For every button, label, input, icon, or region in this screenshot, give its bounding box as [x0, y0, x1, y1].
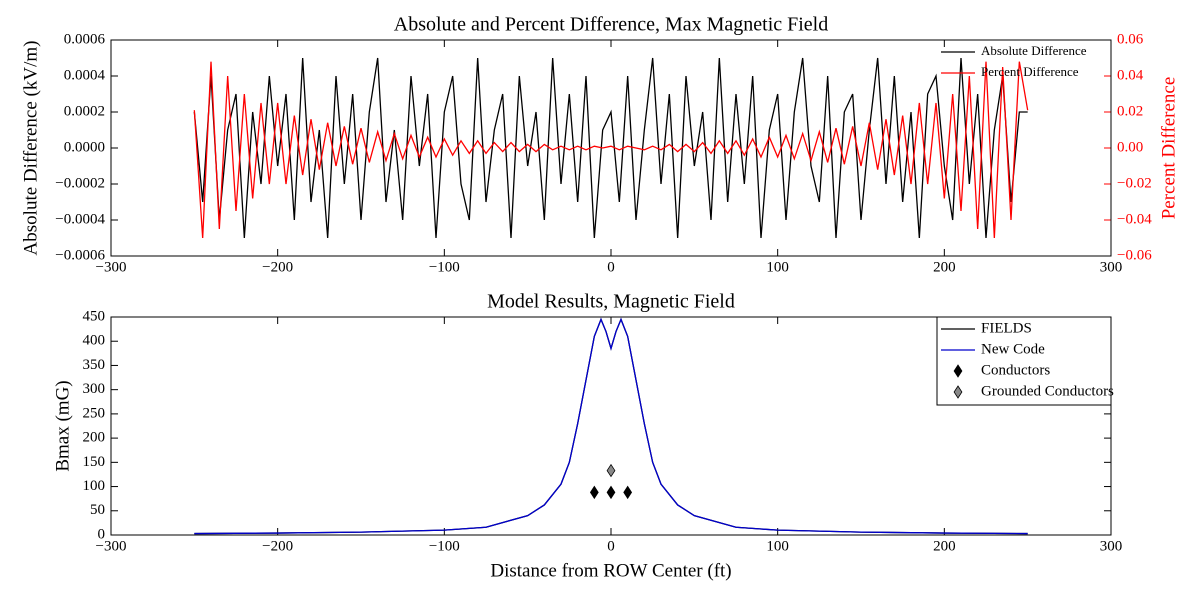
- x-tick-label: −200: [262, 538, 293, 554]
- y-tick-label: 400: [83, 333, 106, 349]
- y-tick-label: 250: [83, 405, 106, 421]
- x-tick-label: 0: [607, 259, 615, 275]
- y2-tick-label: 0.00: [1117, 139, 1143, 155]
- y-tick-label: 350: [83, 357, 106, 373]
- x-tick-label: 300: [1100, 538, 1123, 554]
- legend-label: Absolute Difference: [981, 43, 1087, 58]
- y-tick-label: 200: [83, 430, 106, 446]
- x-tick-label: 100: [766, 259, 789, 275]
- legend-label: Conductors: [981, 362, 1050, 378]
- y-tick-label: 0: [98, 526, 106, 542]
- legend-marker: [953, 364, 963, 378]
- x-tick-label: 200: [933, 538, 956, 554]
- x-tick-label: 100: [766, 538, 789, 554]
- legend-label: FIELDS: [981, 320, 1032, 336]
- y2-tick-label: −0.06: [1117, 247, 1152, 263]
- y-tick-label: 0.0002: [64, 103, 105, 119]
- y2-axis-label: Percent Difference: [1158, 77, 1179, 220]
- marker: [623, 485, 633, 500]
- marker: [606, 463, 616, 478]
- y-tick-label: 0.0000: [64, 139, 105, 155]
- series-line: [193, 61, 1029, 239]
- x-tick-label: −300: [96, 538, 127, 554]
- y-tick-label: 450: [83, 308, 106, 324]
- y2-tick-label: −0.02: [1117, 175, 1152, 191]
- legend-label: Grounded Conductors: [981, 383, 1114, 399]
- x-tick-label: −300: [96, 259, 127, 275]
- legend-label: New Code: [981, 341, 1045, 357]
- marker: [589, 485, 599, 500]
- marker: [606, 485, 616, 500]
- chart-title: Absolute and Percent Difference, Max Mag…: [394, 14, 829, 36]
- y2-tick-label: 0.02: [1117, 103, 1143, 119]
- y-tick-label: −0.0004: [55, 211, 105, 227]
- y-tick-label: 150: [83, 454, 106, 470]
- y-axis-label: Bmax (mG): [52, 380, 73, 471]
- series-line: [194, 317, 1028, 535]
- x-tick-label: −100: [429, 538, 460, 554]
- x-tick-label: −100: [429, 259, 460, 275]
- y-tick-label: 100: [83, 478, 106, 494]
- y-axis-label: Absolute Difference (kV/m): [20, 41, 41, 256]
- plot-frame: [110, 316, 1112, 536]
- y-tick-label: −0.0006: [55, 247, 105, 263]
- legend-label: Percent Difference: [981, 64, 1079, 79]
- y-tick-label: 300: [83, 381, 106, 397]
- y-tick-label: −0.0002: [55, 175, 105, 191]
- x-tick-label: 0: [607, 538, 615, 554]
- chart-title: Model Results, Magnetic Field: [487, 291, 735, 313]
- series-line: [194, 317, 1028, 535]
- y2-tick-label: 0.06: [1117, 31, 1144, 47]
- y-tick-label: 50: [90, 502, 105, 518]
- legend-frame: [936, 316, 1112, 406]
- x-tick-label: 200: [933, 259, 956, 275]
- y2-tick-label: −0.04: [1117, 211, 1152, 227]
- y-tick-label: 0.0006: [64, 31, 106, 47]
- plot-frame: [110, 39, 1112, 257]
- legend-marker: [953, 385, 963, 399]
- y-tick-label: 0.0004: [64, 67, 106, 83]
- x-tick-label: 300: [1100, 259, 1123, 275]
- y2-tick-label: 0.04: [1117, 67, 1144, 83]
- x-axis-label: Distance from ROW Center (ft): [490, 560, 731, 581]
- series-line: [193, 57, 1028, 239]
- x-tick-label: −200: [262, 259, 293, 275]
